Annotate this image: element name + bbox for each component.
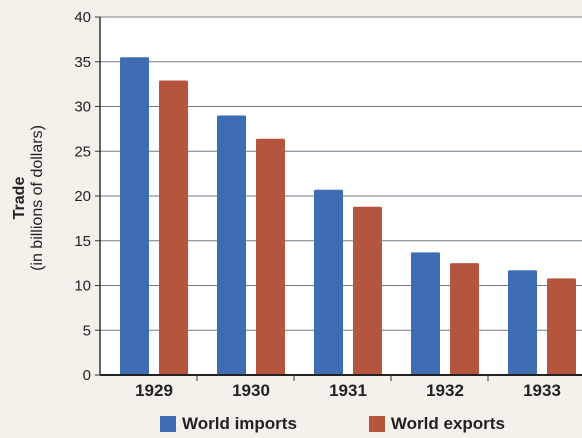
y-tick-label: 35	[74, 54, 91, 71]
legend-label-imports: World imports	[182, 414, 297, 433]
x-tick-label: 1931	[329, 381, 367, 400]
y-axis-sublabel: (in billions of dollars)	[29, 124, 46, 271]
x-tick-label: 1930	[232, 381, 270, 400]
legend-label-exports: World exports	[390, 414, 505, 433]
bar-imports	[314, 189, 343, 375]
x-tick-label: 1932	[426, 381, 464, 400]
legend-swatch-imports	[160, 416, 176, 432]
y-tick-label: 10	[74, 278, 91, 295]
y-axis-title: Trade (in billions of dollars)	[11, 20, 46, 375]
y-tick-label: 15	[74, 233, 91, 250]
legend-item-imports: World imports	[160, 414, 297, 434]
y-tick-label: 5	[83, 322, 91, 339]
y-tick-label: 20	[74, 188, 91, 205]
bar-exports	[256, 138, 285, 375]
x-tick-label: 1929	[135, 381, 173, 400]
bar-imports	[508, 270, 537, 375]
bar-exports	[353, 206, 382, 375]
x-tick-label: 1933	[523, 381, 561, 400]
bar-imports	[120, 57, 149, 376]
y-tick-label: 30	[74, 99, 91, 116]
y-axis-label: Trade	[11, 176, 28, 219]
bar-imports	[411, 252, 440, 375]
y-tick-label: 25	[74, 143, 91, 160]
bar-exports	[547, 278, 576, 375]
bar-exports	[450, 263, 479, 375]
y-tick-label: 40	[74, 9, 91, 26]
legend-swatch-exports	[368, 416, 385, 432]
legend: World imports World exports	[160, 414, 577, 434]
bar-imports	[217, 115, 246, 375]
bar-exports	[159, 80, 188, 376]
y-tick-label: 0	[83, 367, 91, 384]
legend-item-exports: World exports	[368, 414, 505, 434]
